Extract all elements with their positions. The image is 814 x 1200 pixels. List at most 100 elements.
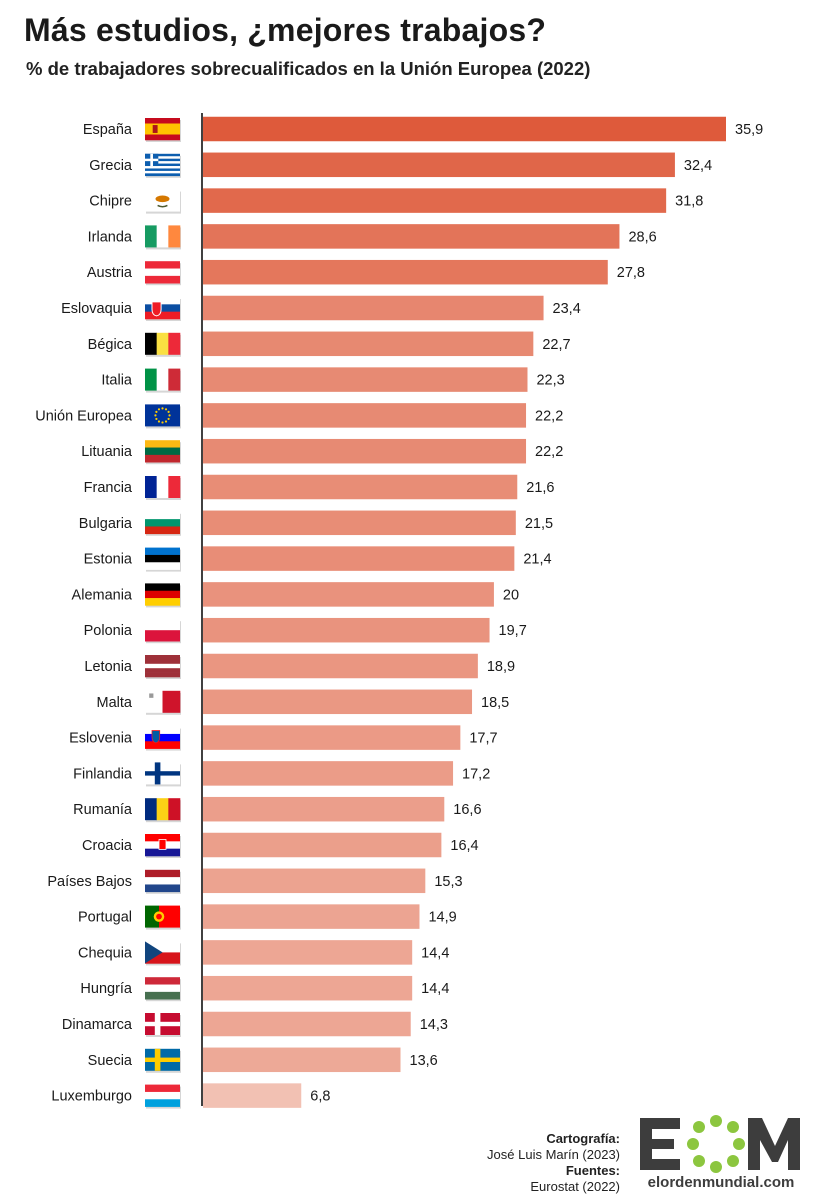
value-label: 23,4 bbox=[553, 301, 581, 317]
austria-flag-icon bbox=[145, 261, 181, 286]
category-label: Países Bajos bbox=[47, 874, 132, 890]
bar bbox=[203, 689, 473, 715]
category-label: España bbox=[83, 122, 133, 138]
bar bbox=[203, 403, 527, 428]
value-label: 21,5 bbox=[525, 516, 553, 532]
value-label: 31,8 bbox=[675, 194, 703, 210]
credits-heading-cartography: Cartografía: bbox=[546, 1131, 620, 1146]
croatia-flag-icon bbox=[145, 834, 181, 858]
category-label: Bégica bbox=[88, 337, 133, 353]
value-label: 14,9 bbox=[428, 910, 456, 926]
category-label: Italia bbox=[101, 373, 133, 389]
chart-subtitle: % de trabajadores sobrecualificados en l… bbox=[26, 58, 591, 79]
category-label: Alemania bbox=[72, 587, 133, 603]
category-label: Irlanda bbox=[88, 229, 133, 245]
value-label: 14,3 bbox=[420, 1017, 448, 1033]
slovakia-flag-icon bbox=[145, 297, 181, 321]
category-label: Grecia bbox=[89, 158, 133, 174]
denmark-flag-icon bbox=[145, 1013, 181, 1037]
value-label: 22,7 bbox=[542, 337, 570, 353]
category-label: Letonia bbox=[84, 659, 133, 675]
estonia-flag-icon bbox=[145, 547, 181, 572]
category-label: Francia bbox=[84, 480, 133, 496]
category-label: Bulgaria bbox=[79, 516, 133, 532]
value-label: 27,8 bbox=[617, 265, 645, 281]
category-label: Luxemburgo bbox=[51, 1089, 132, 1105]
bar bbox=[203, 188, 667, 213]
spain-flag-icon bbox=[145, 118, 181, 142]
czechia-flag-icon bbox=[145, 941, 181, 966]
value-label: 21,4 bbox=[523, 552, 551, 568]
credits-author: José Luis Marín (2023) bbox=[487, 1147, 620, 1162]
luxembourg-flag-icon bbox=[145, 1084, 181, 1109]
bar bbox=[203, 868, 426, 894]
value-label: 22,3 bbox=[536, 373, 564, 389]
bar bbox=[203, 653, 478, 679]
category-label: Croacia bbox=[82, 838, 133, 854]
bar bbox=[203, 367, 528, 392]
cyprus-flag-icon bbox=[145, 189, 181, 214]
bar bbox=[203, 438, 527, 464]
bar bbox=[203, 832, 442, 858]
finland-flag-icon bbox=[145, 762, 181, 787]
category-label: Rumanía bbox=[73, 802, 133, 818]
category-label: Polonia bbox=[84, 623, 133, 639]
bar bbox=[203, 975, 413, 1001]
germany-flag-icon bbox=[145, 583, 181, 608]
value-label: 16,4 bbox=[450, 838, 478, 854]
value-label: 21,6 bbox=[526, 480, 554, 496]
netherlands-flag-icon bbox=[145, 869, 181, 894]
value-label: 18,5 bbox=[481, 695, 509, 711]
bar-chart: España 35,9 Grecia 32,4 Chipre 31,8 Irlanda 28,… bbox=[35, 113, 763, 1109]
poland-flag-icon bbox=[145, 619, 181, 644]
bar bbox=[203, 796, 445, 822]
eu-flag-icon bbox=[145, 404, 181, 429]
value-label: 15,3 bbox=[434, 874, 462, 890]
credits: Cartografía: José Luis Marín (2023) Fuen… bbox=[487, 1131, 620, 1195]
bar bbox=[203, 761, 454, 786]
value-label: 16,6 bbox=[453, 802, 481, 818]
ireland-flag-icon bbox=[145, 225, 181, 250]
latvia-flag-icon bbox=[145, 655, 181, 679]
category-label: Lituania bbox=[81, 444, 133, 460]
eom-logo bbox=[640, 1115, 800, 1173]
bar bbox=[203, 152, 675, 178]
value-label: 6,8 bbox=[310, 1089, 330, 1105]
hungary-flag-icon bbox=[145, 977, 181, 1002]
greece-flag-icon bbox=[145, 153, 181, 178]
value-label: 13,6 bbox=[410, 1053, 438, 1069]
credits-source: Eurostat (2022) bbox=[530, 1179, 620, 1194]
bar bbox=[203, 617, 490, 643]
value-label: 14,4 bbox=[421, 981, 449, 997]
category-label: Hungría bbox=[80, 981, 133, 997]
value-label: 20 bbox=[503, 587, 519, 603]
category-label: Estonia bbox=[84, 552, 133, 568]
bar bbox=[203, 725, 461, 750]
category-label: Suecia bbox=[88, 1053, 133, 1069]
bar bbox=[203, 904, 420, 929]
belgium-flag-icon bbox=[145, 332, 181, 357]
value-label: 22,2 bbox=[535, 444, 563, 460]
portugal-flag-icon bbox=[145, 905, 181, 930]
category-label: Chipre bbox=[89, 194, 132, 210]
romania-flag-icon bbox=[145, 798, 181, 823]
value-label: 17,2 bbox=[462, 766, 490, 782]
bar bbox=[203, 1083, 302, 1108]
france-flag-icon bbox=[145, 476, 181, 500]
category-label: Malta bbox=[97, 695, 133, 711]
value-label: 14,4 bbox=[421, 945, 449, 961]
value-label: 35,9 bbox=[735, 122, 763, 138]
bar bbox=[203, 259, 608, 285]
category-label: Unión Europea bbox=[35, 408, 133, 424]
bar bbox=[203, 1047, 401, 1073]
value-label: 19,7 bbox=[499, 623, 527, 639]
value-label: 22,2 bbox=[535, 408, 563, 424]
sweden-flag-icon bbox=[145, 1048, 181, 1073]
category-label: Dinamarca bbox=[62, 1017, 133, 1033]
category-label: Austria bbox=[87, 265, 133, 281]
bar bbox=[203, 1011, 411, 1037]
category-label: Portugal bbox=[78, 910, 132, 926]
category-label: Eslovaquia bbox=[61, 301, 133, 317]
value-label: 17,7 bbox=[469, 731, 497, 747]
bar bbox=[203, 474, 518, 500]
